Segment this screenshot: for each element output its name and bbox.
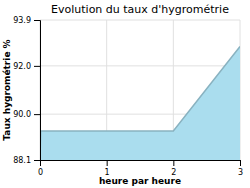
tick: 3 (238, 160, 243, 177)
y-axis-title: Taux hygrométrie % (2, 39, 12, 140)
marks (40, 47, 240, 160)
tick-mark (34, 160, 40, 161)
tick-mark (173, 160, 174, 166)
tick: 88.1 (13, 156, 40, 165)
tick-mark (240, 160, 241, 166)
tick: 2 (171, 160, 176, 177)
axis-line (34, 21, 41, 161)
grid (40, 20, 240, 160)
line (40, 47, 240, 160)
plot: 0 1 2 3 88.1 90.0 92.0 93.9 (13, 16, 243, 177)
tick: 0 (38, 160, 43, 177)
tick-mark (34, 66, 40, 67)
title: Evolution du taux d'hygrométrie (51, 3, 229, 16)
grid-line (40, 20, 240, 21)
tick-label: 88.1 (13, 156, 31, 165)
tick-mark (34, 20, 40, 21)
tick-label: 90.0 (13, 110, 31, 119)
tick-label: 3 (238, 168, 243, 177)
tick: 90.0 (13, 110, 40, 119)
axis-line (41, 161, 241, 167)
tick-label: 93.9 (13, 16, 31, 25)
grid-line (40, 65, 240, 66)
tick: 92.0 (13, 62, 40, 71)
chart: 0 1 2 3 88.1 90.0 92.0 93.9 Evolution du taux d'… (0, 0, 250, 188)
tick-label: 92.0 (13, 62, 31, 71)
area (40, 47, 240, 160)
tick-label: 0 (38, 168, 43, 177)
x-axis-title: heure par heure (99, 176, 181, 186)
tick: 93.9 (13, 16, 40, 25)
y-axis: 88.1 90.0 92.0 93.9 (13, 16, 40, 165)
tick-mark (107, 160, 108, 166)
x-axis: 0 1 2 3 (38, 160, 243, 177)
tick: 1 (105, 160, 110, 177)
tick-mark (34, 114, 40, 115)
